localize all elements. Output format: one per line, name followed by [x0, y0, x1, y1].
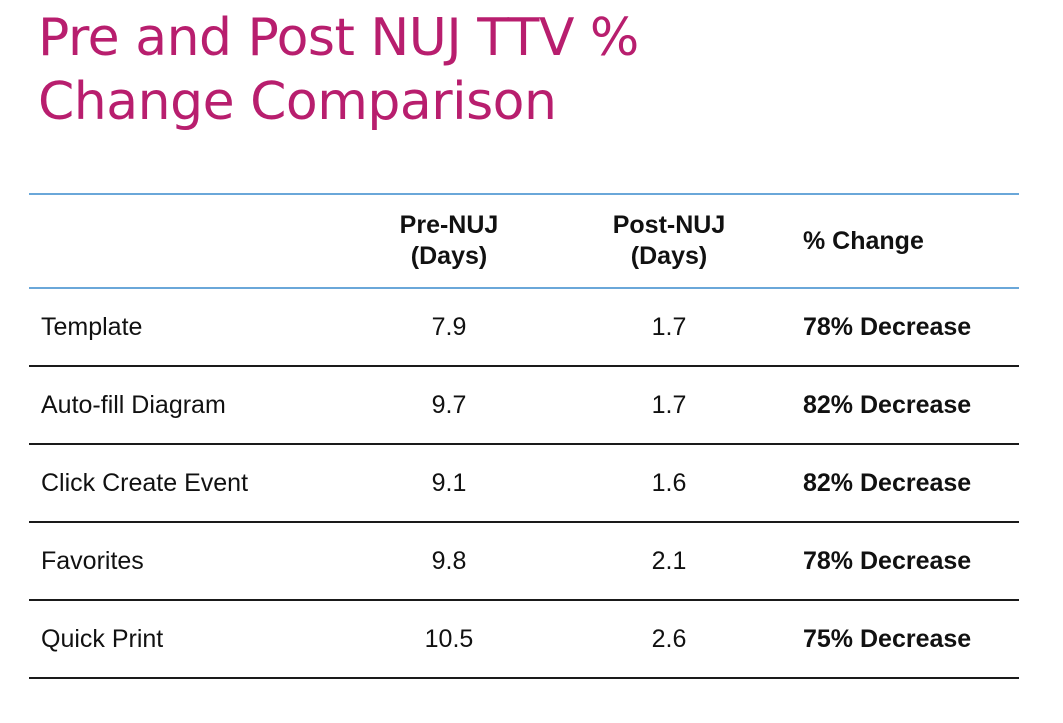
table-header: Pre-NUJ (Days) Post-NUJ (Days) % Change	[29, 194, 1019, 288]
row-name-cell: Auto-fill Diagram	[41, 390, 226, 419]
row-pre-nuj-cell: 9.7	[431, 390, 467, 419]
table-row: Auto-fill Diagram 9.7 1.7 82% Decrease	[29, 366, 1019, 444]
table-row: Favorites 9.8 2.1 78% Decrease	[29, 522, 1019, 600]
page-title-line-2: Change Comparison	[38, 72, 557, 132]
row-name-cell: Quick Print	[41, 624, 164, 653]
table-row: Template 7.9 1.7 78% Decrease	[29, 288, 1019, 366]
row-post-nuj-cell: 1.6	[651, 468, 687, 497]
table-row: Click Create Event 9.1 1.6 82% Decrease	[29, 444, 1019, 522]
table-row: Quick Print 10.5 2.6 75% Decrease	[29, 600, 1019, 678]
comparison-table-container: Pre-NUJ (Days) Post-NUJ (Days) % Change …	[29, 193, 1019, 679]
row-pre-nuj-cell: 10.5	[424, 624, 474, 653]
row-post-nuj-cell: 1.7	[651, 390, 687, 419]
row-post-nuj-cell: 1.7	[651, 312, 687, 341]
header-post-nuj-line-1: Post-NUJ	[612, 211, 726, 239]
page-title: Pre and Post NUJ TTV % Change Comparison	[38, 6, 1018, 134]
row-pre-nuj-cell: 9.1	[431, 468, 467, 497]
header-post-nuj-line-2: (Days)	[630, 242, 708, 270]
row-post-nuj-cell: 2.6	[651, 624, 687, 653]
row-pre-nuj-cell: 7.9	[431, 312, 467, 341]
table-body: Template 7.9 1.7 78% Decrease Auto-fill …	[29, 288, 1019, 678]
row-percent-change-cell: 78% Decrease	[803, 312, 972, 341]
row-percent-change-cell: 78% Decrease	[803, 546, 972, 575]
row-pre-nuj-cell: 9.8	[431, 546, 467, 575]
row-name-cell: Template	[41, 312, 143, 341]
header-post-nuj: Post-NUJ (Days)	[559, 194, 779, 288]
header-pre-nuj-line-2: (Days)	[410, 242, 488, 270]
row-percent-change-cell: 75% Decrease	[803, 624, 972, 653]
header-pre-nuj: Pre-NUJ (Days)	[339, 194, 559, 288]
row-percent-change-cell: 82% Decrease	[803, 390, 972, 419]
page-title-line-1: Pre and Post NUJ TTV %	[38, 8, 639, 68]
table-header-row: Pre-NUJ (Days) Post-NUJ (Days) % Change	[29, 194, 1019, 288]
header-blank	[29, 194, 339, 288]
row-name-cell: Favorites	[41, 546, 144, 575]
row-name-cell: Click Create Event	[41, 468, 249, 497]
row-percent-change-cell: 82% Decrease	[803, 468, 972, 497]
header-percent-change: % Change	[803, 226, 924, 255]
header-pre-nuj-line-1: Pre-NUJ	[399, 211, 499, 239]
row-post-nuj-cell: 2.1	[651, 546, 687, 575]
comparison-table: Pre-NUJ (Days) Post-NUJ (Days) % Change …	[29, 193, 1019, 679]
